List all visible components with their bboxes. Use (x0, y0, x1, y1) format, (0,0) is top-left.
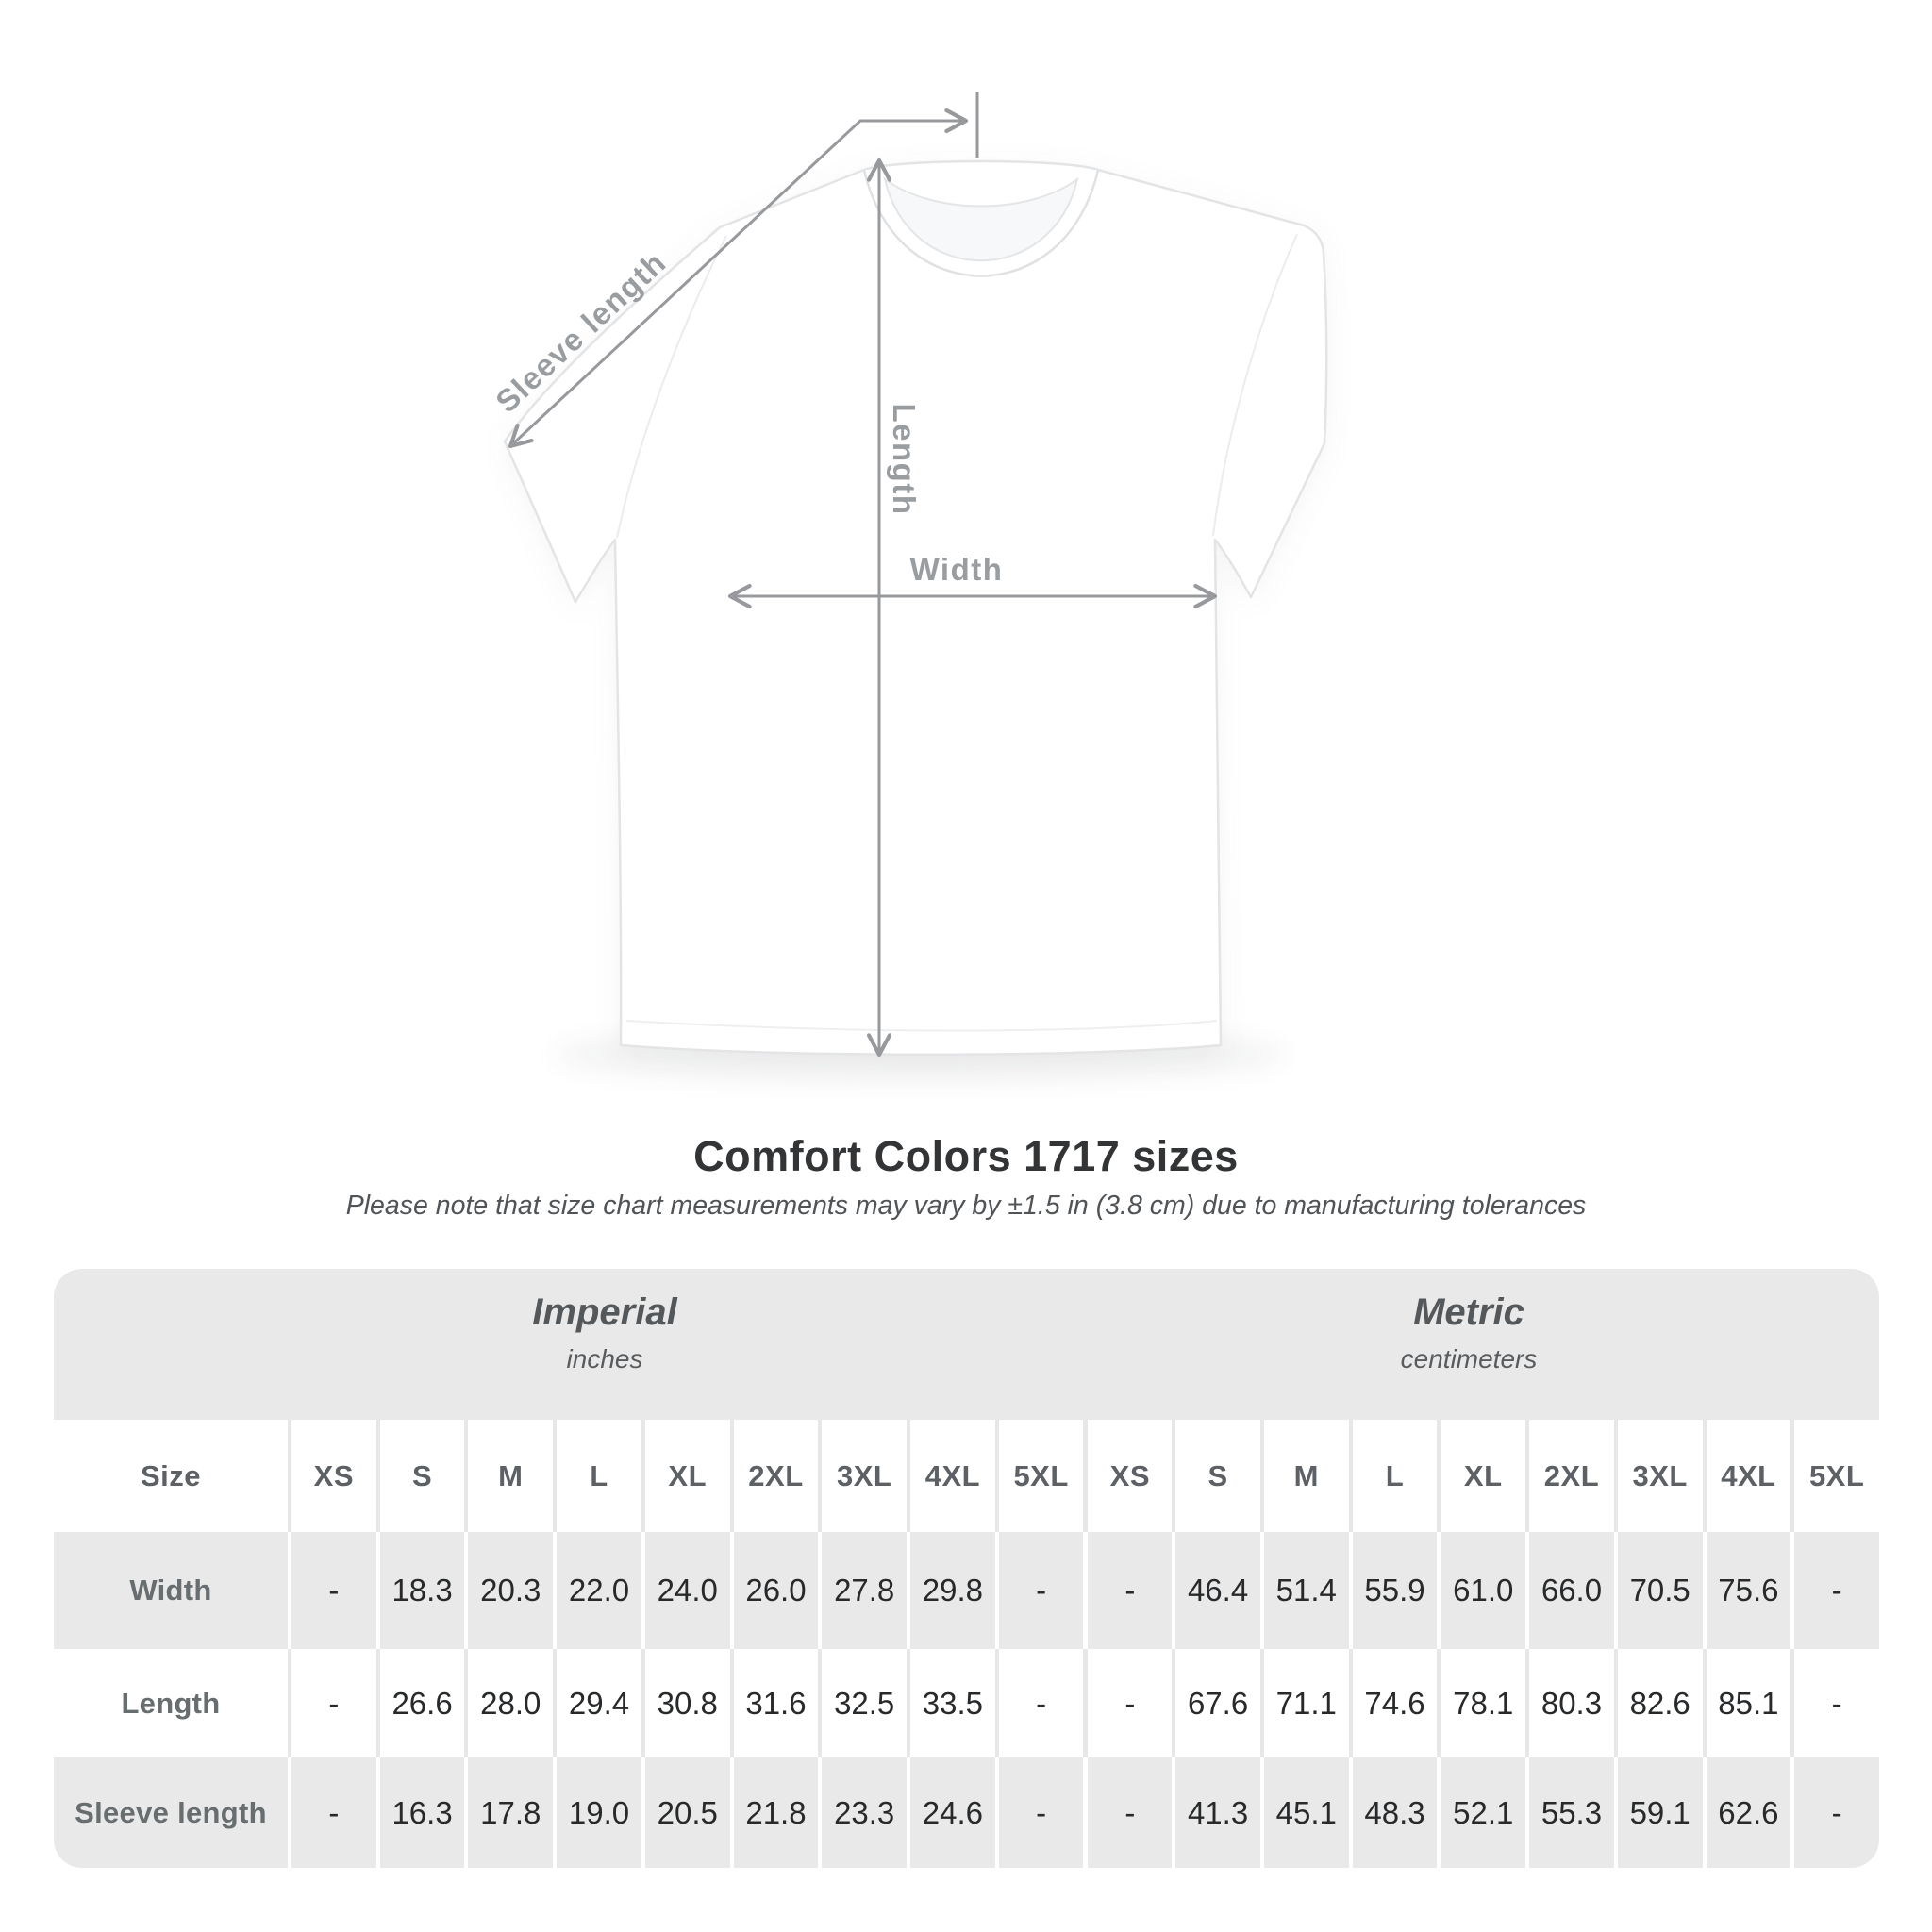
imperial-value-l: 19.0 (553, 1757, 641, 1868)
page-title: Comfort Colors 1717 sizes (693, 1132, 1239, 1180)
metric-value-5xl: - (1790, 1757, 1879, 1868)
header-metric-xl: XL (1437, 1420, 1525, 1532)
tshirt-diagram (503, 92, 1328, 1081)
header-imperial-4xl: 4XL (907, 1420, 995, 1532)
imperial-value-m: 17.8 (464, 1757, 553, 1868)
size-table-rows: Size XS S M L XL 2XL 3XL 4XL 5XL XS S M L XL 2XL 3XL 4XL 5… (54, 1420, 1879, 1868)
metric-value-4xl: 62.6 (1702, 1757, 1791, 1868)
header-imperial-m: M (464, 1420, 553, 1532)
table-row-width: Width -18.3 20.3 22.0 24.0 26.0 27.8 29.8- -46.4… (54, 1532, 1879, 1649)
metric-value-3xl: 70.5 (1613, 1532, 1703, 1649)
header-imperial-2xl: 2XL (729, 1420, 819, 1532)
imperial-value-xl: 20.5 (641, 1757, 730, 1868)
tshirt-seam-right (1212, 233, 1298, 537)
imperial-value-xl: 30.8 (641, 1649, 730, 1757)
imperial-value-5xl: - (994, 1757, 1084, 1868)
metric-value-s: 41.3 (1172, 1757, 1260, 1868)
page-subtitle: Please note that size chart measurements… (345, 1191, 1587, 1221)
imperial-unit-header: Imperial inches (532, 1291, 676, 1374)
metric-value-xl: 78.1 (1437, 1649, 1525, 1757)
imperial-title: Imperial (532, 1291, 677, 1333)
metric-value-m: 45.1 (1259, 1757, 1349, 1868)
metric-value-s: 46.4 (1172, 1532, 1260, 1649)
imperial-value-xl: 24.0 (641, 1532, 730, 1649)
imperial-value-xs: - (288, 1757, 376, 1868)
header-metric-s: S (1172, 1420, 1260, 1532)
header-metric-xs: XS (1083, 1420, 1172, 1532)
imperial-value-s: 16.3 (375, 1757, 465, 1868)
imperial-value-3xl: 32.5 (818, 1649, 907, 1757)
metric-value-l: 55.9 (1348, 1532, 1438, 1649)
metric-title: Metric (1413, 1291, 1524, 1333)
header-metric-m: M (1259, 1420, 1349, 1532)
header-imperial-xs: XS (288, 1420, 376, 1532)
imperial-value-l: 22.0 (553, 1532, 641, 1649)
imperial-value-m: 20.3 (464, 1532, 553, 1649)
metric-value-2xl: 80.3 (1525, 1649, 1614, 1757)
imperial-value-s: 18.3 (375, 1532, 465, 1649)
imperial-subtitle: inches (566, 1344, 643, 1374)
header-metric-4xl: 4XL (1702, 1420, 1791, 1532)
imperial-value-5xl: - (994, 1532, 1084, 1649)
metric-value-4xl: 75.6 (1702, 1532, 1791, 1649)
metric-value-l: 74.6 (1348, 1649, 1438, 1757)
metric-value-xl: 52.1 (1437, 1757, 1525, 1868)
metric-subtitle: centimeters (1400, 1344, 1538, 1374)
imperial-value-4xl: 24.6 (907, 1757, 995, 1868)
metric-value-m: 51.4 (1259, 1532, 1349, 1649)
imperial-value-5xl: - (994, 1649, 1084, 1757)
width-label: Width (909, 552, 1004, 587)
row-label: Sleeve length (75, 1795, 267, 1829)
header-imperial-xl: XL (641, 1420, 730, 1532)
metric-value-s: 67.6 (1172, 1649, 1260, 1757)
imperial-value-2xl: 21.8 (729, 1757, 819, 1868)
table-row-sleeve-length: Sleeve length -16.3 17.8 19.0 20.5 21.8 23.3 24… (54, 1757, 1879, 1868)
header-imperial-l: L (553, 1420, 641, 1532)
metric-unit-header: Metric centimeters (1401, 1291, 1538, 1374)
header-imperial-s: S (375, 1420, 465, 1532)
metric-value-xs: - (1083, 1757, 1172, 1868)
header-metric-5xl: 5XL (1790, 1420, 1879, 1532)
units-band: Imperial inches Metric centimeters (54, 1269, 1879, 1420)
imperial-value-xs: - (288, 1532, 376, 1649)
imperial-value-2xl: 31.6 (729, 1649, 819, 1757)
metric-value-3xl: 82.6 (1613, 1649, 1703, 1757)
size-column-header: Size (140, 1458, 202, 1492)
metric-value-2xl: 55.3 (1525, 1757, 1614, 1868)
imperial-value-s: 26.6 (375, 1649, 465, 1757)
row-label: Length (121, 1686, 221, 1720)
metric-value-4xl: 85.1 (1702, 1649, 1791, 1757)
metric-value-l: 48.3 (1348, 1757, 1438, 1868)
table-row-length: Length -26.6 28.0 29.4 30.8 31.6 32.5 33.5- -67.… (54, 1649, 1879, 1757)
metric-value-5xl: - (1790, 1532, 1879, 1649)
metric-value-xl: 61.0 (1437, 1532, 1525, 1649)
header-imperial-3xl: 3XL (818, 1420, 907, 1532)
metric-value-2xl: 66.0 (1525, 1532, 1614, 1649)
metric-value-3xl: 59.1 (1613, 1757, 1703, 1868)
imperial-value-l: 29.4 (553, 1649, 641, 1757)
imperial-value-m: 28.0 (464, 1649, 553, 1757)
metric-value-xs: - (1083, 1532, 1172, 1649)
imperial-value-4xl: 33.5 (907, 1649, 995, 1757)
sleeve-length-line (508, 108, 969, 449)
measurement-lines (508, 92, 1218, 1058)
length-label: Length (887, 403, 922, 516)
header-metric-l: L (1348, 1420, 1438, 1532)
imperial-value-3xl: 27.8 (818, 1532, 907, 1649)
imperial-value-xs: - (288, 1649, 376, 1757)
header-metric-3xl: 3XL (1613, 1420, 1703, 1532)
header-imperial-5xl: 5XL (994, 1420, 1084, 1532)
metric-value-xs: - (1083, 1649, 1172, 1757)
metric-value-m: 71.1 (1259, 1649, 1349, 1757)
imperial-value-2xl: 26.0 (729, 1532, 819, 1649)
imperial-value-3xl: 23.3 (818, 1757, 907, 1868)
size-table: Imperial inches Metric centimeters Size X… (54, 1269, 1879, 1868)
metric-value-5xl: - (1790, 1649, 1879, 1757)
tshirt-hem-stitch (625, 1020, 1218, 1032)
row-label: Width (129, 1574, 212, 1607)
size-header-row: Size XS S M L XL 2XL 3XL 4XL 5XL XS S M L XL 2XL 3XL 4XL 5… (54, 1420, 1879, 1532)
imperial-value-4xl: 29.8 (907, 1532, 995, 1649)
header-metric-2xl: 2XL (1525, 1420, 1614, 1532)
